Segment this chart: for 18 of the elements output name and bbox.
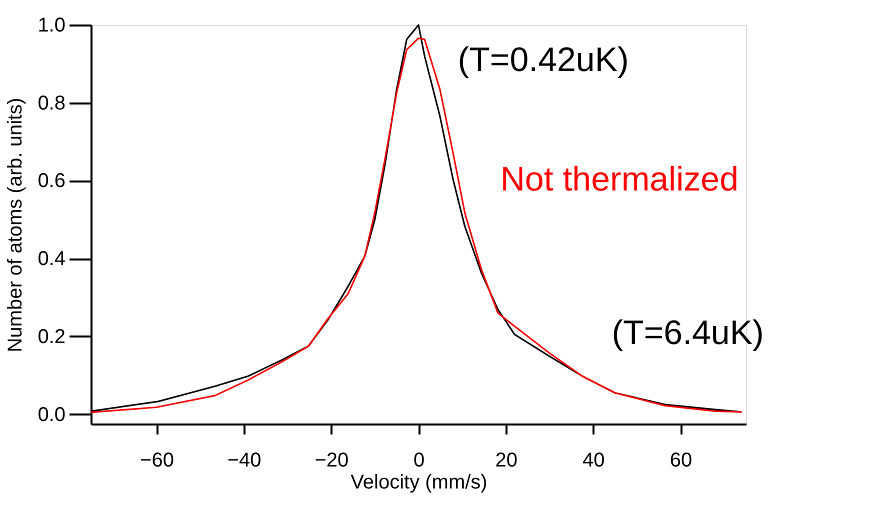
x-tick-label: 0 — [413, 450, 425, 472]
y-tick-label: 0.8 — [38, 92, 66, 114]
y-tick-label: 0.6 — [38, 170, 66, 192]
y-tick-label: 0.2 — [38, 326, 66, 348]
x-tick-label: 60 — [670, 450, 692, 472]
annotation: Not thermalized — [500, 160, 738, 199]
annotation: (T=6.4uK) — [612, 314, 764, 352]
x-tick-label: 40 — [582, 450, 605, 472]
x-axis-title: Velocity (mm/s) — [350, 472, 488, 494]
y-tick-label: 0.0 — [38, 404, 66, 426]
y-axis-title: Number of atoms (arb. units) — [4, 98, 27, 352]
x-tick-label: 20 — [495, 450, 518, 472]
annotation: (T=0.42uK) — [458, 40, 629, 79]
y-tick-label: 0.4 — [38, 248, 66, 270]
x-tick-label: −40 — [227, 450, 262, 472]
x-tick-label: −20 — [314, 450, 349, 472]
y-tick-label: 1.0 — [38, 14, 66, 36]
x-tick-label: −60 — [140, 450, 174, 472]
